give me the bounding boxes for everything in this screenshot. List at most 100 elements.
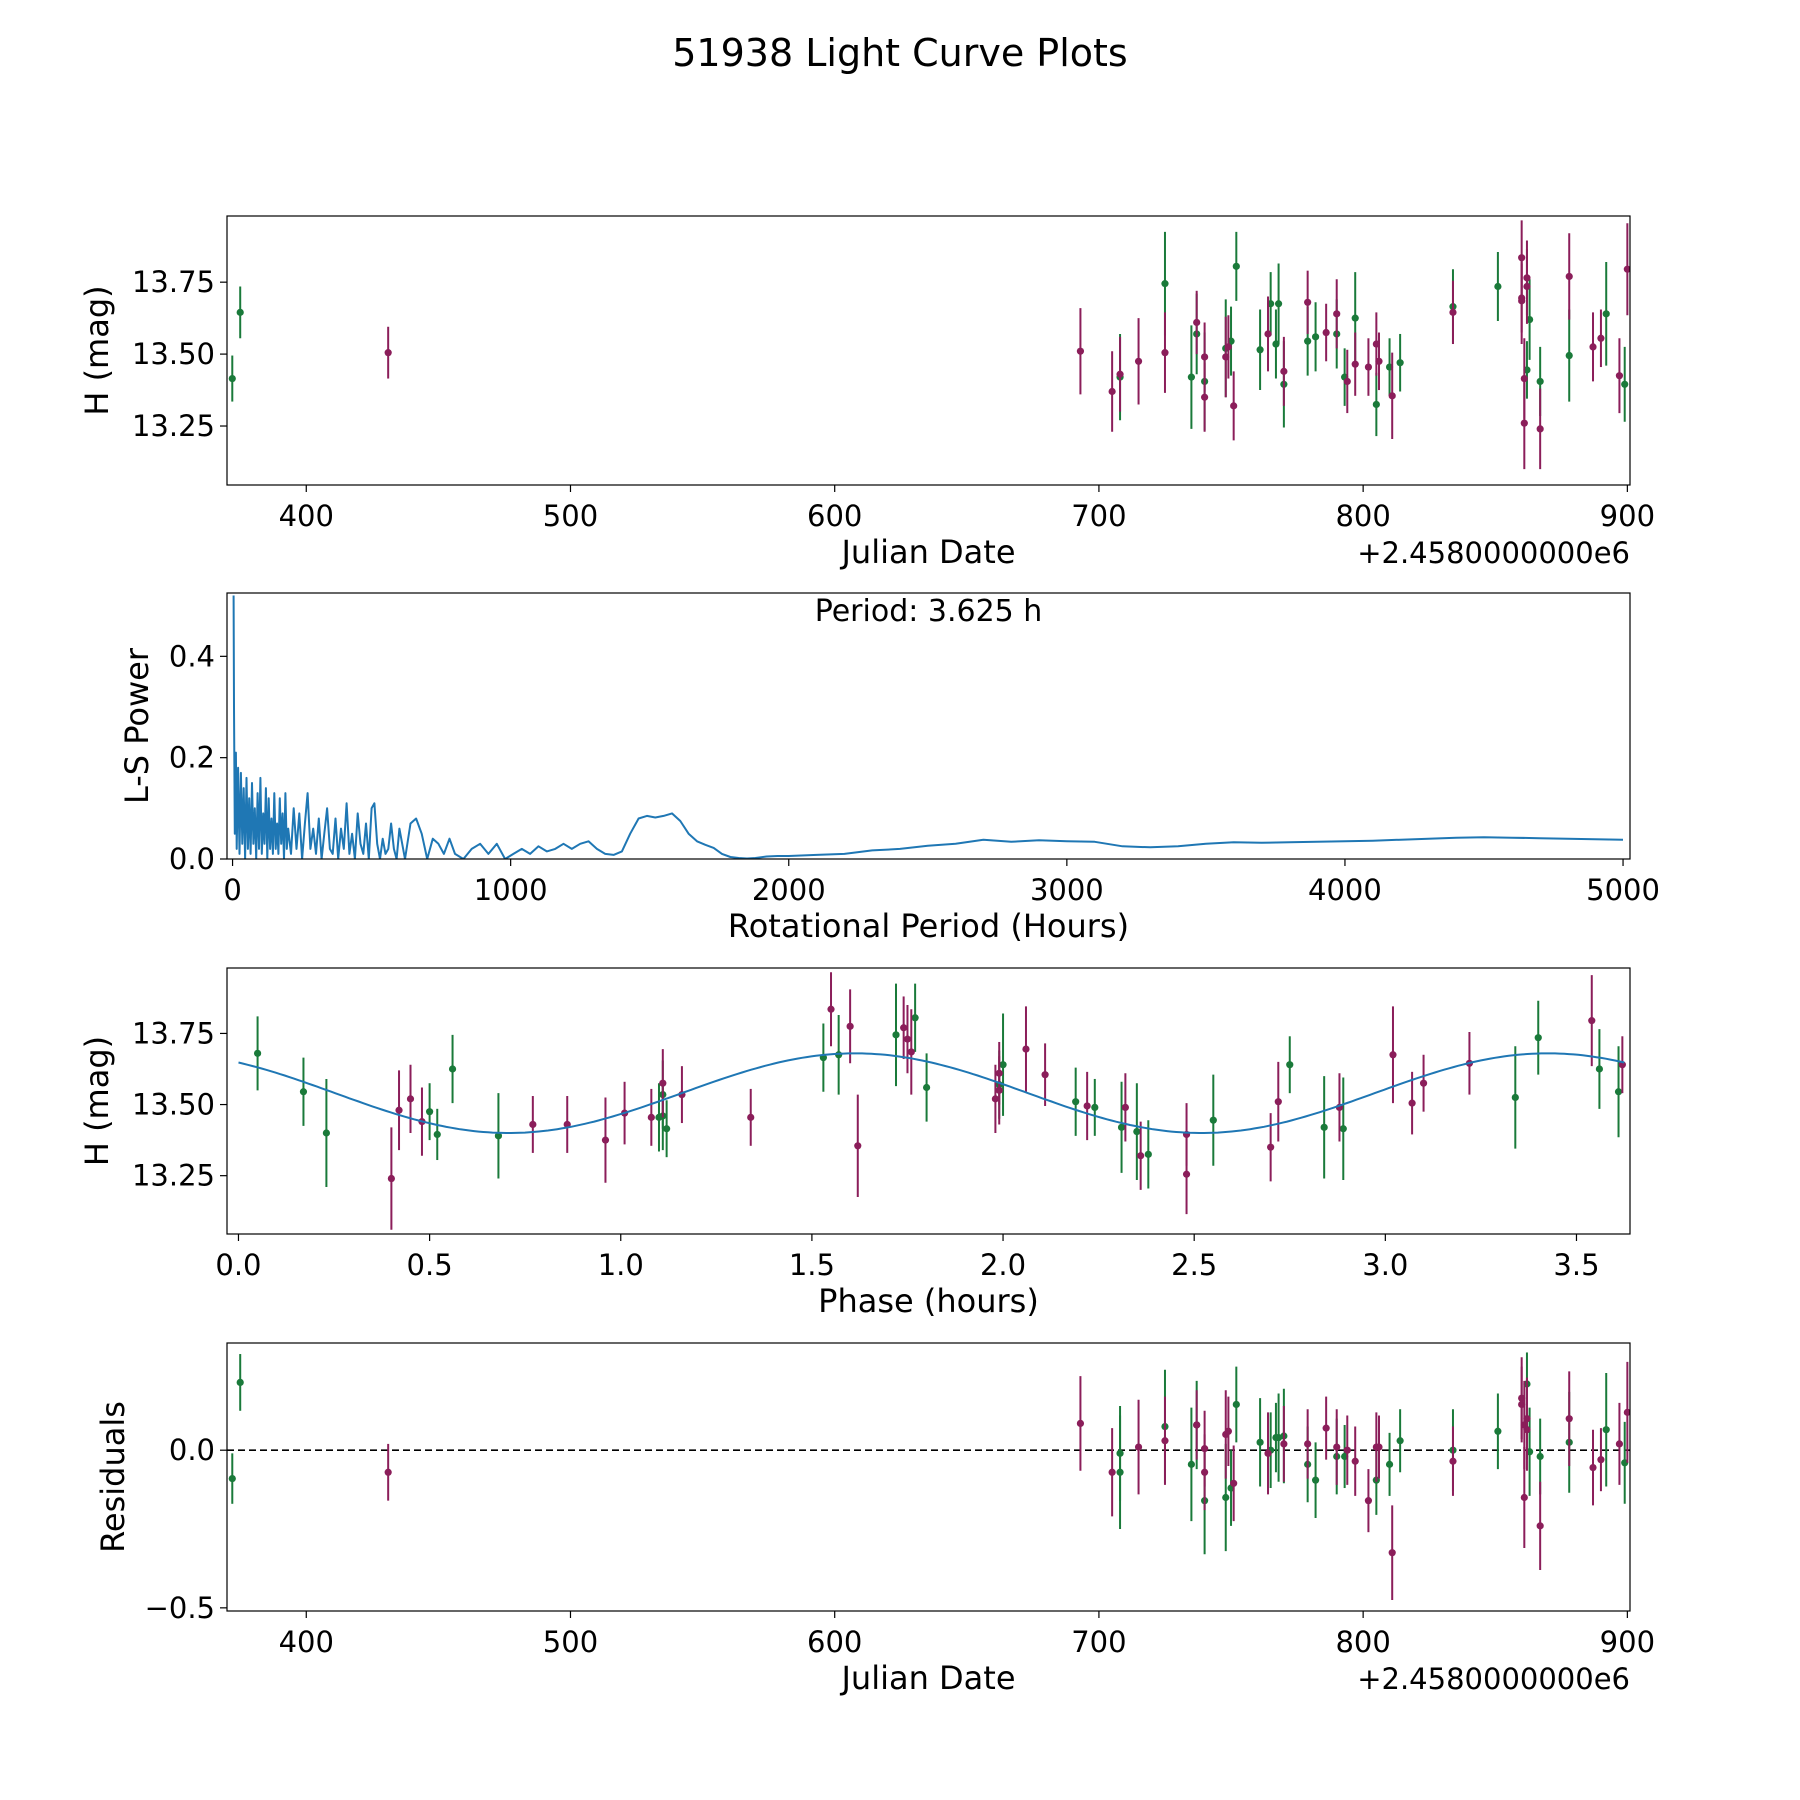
x-tick-label: 3.0 [1362,1248,1408,1282]
data-point-green [1304,337,1312,345]
data-point-green [494,1132,503,1140]
data-point-green [228,374,236,383]
data-point-green [1256,1438,1264,1446]
data-point-maroon [384,349,392,357]
data-point-maroon [1121,1103,1129,1112]
data-point-green [1232,1400,1240,1409]
data-point-maroon [1304,1440,1312,1448]
data-point-green [1274,300,1283,308]
data-point-maroon [1083,1102,1091,1110]
data-point-maroon [1364,363,1373,371]
plot-frame [226,1342,1631,1612]
data-point-green [1117,1123,1126,1131]
data-point-maroon [1161,349,1169,357]
data-point-green [1311,333,1320,341]
data-point-green [1161,280,1169,288]
data-point-maroon [395,1106,403,1114]
data-point-green [228,1474,236,1483]
data-point-maroon [1193,318,1201,327]
plot-frame [226,592,1631,860]
data-point-maroon [1280,1440,1288,1448]
data-point-green [1222,1493,1230,1502]
y-tick-label: 13.75 [132,265,215,299]
data-point-maroon [1615,1440,1624,1448]
data-point-maroon [1116,370,1124,378]
x-tick-label: 500 [543,499,598,533]
data-point-green [322,1129,330,1137]
x-tick-label: 2000 [752,873,826,907]
data-point-maroon [1182,1170,1191,1178]
y-tick-label: 13.75 [132,1016,215,1050]
x-axis-label: Julian Date [839,533,1015,571]
data-point-maroon [1375,357,1383,365]
data-point-green [1187,1460,1195,1468]
data-point-maroon [406,1095,415,1103]
x-tick-label: 800 [1335,499,1390,533]
x-tick-label: 1.0 [598,1248,644,1282]
x-tick-label: 1.5 [789,1248,835,1282]
data-point-maroon [747,1113,755,1121]
data-point-maroon [647,1113,655,1121]
panel-lightcurve: 400 500 600 700 800 900 13.25 13.50 13.75 Julian … [78,215,1655,571]
data-point-maroon [1520,419,1528,427]
data-point-green [299,1088,308,1096]
data-point-maroon [1230,1479,1238,1487]
data-point-maroon [1224,343,1232,351]
data-point-maroon [1343,1446,1351,1454]
data-point-maroon [1193,1421,1201,1429]
data-point-green [1494,1427,1502,1435]
data-point-maroon [1351,360,1359,368]
data-point-maroon [1264,1449,1272,1457]
x-tick-label: 600 [807,1625,862,1659]
data-point-maroon [1224,1427,1232,1435]
data-point-maroon [1520,374,1528,383]
data-point-maroon [846,1022,854,1030]
x-tick-label: 500 [543,1625,598,1659]
data-point-maroon [1134,357,1143,365]
data-point-maroon [1304,298,1312,306]
periodogram-line [232,595,1624,859]
y-tick-label: 13.50 [132,337,215,371]
data-point-maroon [1274,1098,1282,1106]
data-point-maroon [1022,1045,1030,1053]
data-point-green [1232,262,1240,270]
x-tick-label: 700 [1071,499,1126,533]
data-point-green [999,1061,1007,1069]
data-point-maroon [1389,1051,1397,1059]
data-point-green [1396,359,1404,367]
data-point-maroon [1520,1493,1528,1502]
plot-frame [226,215,1631,486]
data-point-maroon [1364,1497,1373,1505]
data-point-maroon [1388,392,1396,400]
data-point-maroon [1419,1079,1428,1087]
data-point-green [433,1130,441,1139]
data-point-green [663,1125,671,1133]
panel-periodogram: Period: 3.625 h 0 1000 2000 3000 4000 5000 0.0 0… [118,592,1660,945]
data-point-green [1385,1460,1394,1468]
panel-phased: 0.0 0.5 1.0 1.5 2.0 2.5 3.0 3.5 13.25 13.50 13.75 P… [78,967,1631,1320]
data-point-maroon [659,1079,667,1087]
data-point-green [1396,1437,1404,1445]
data-point-green [426,1108,434,1116]
y-tick-label: −0.5 [145,1591,215,1625]
y-tick-label: 0.0 [169,842,215,876]
data-layer [238,972,1626,1230]
data-point-green [236,308,244,316]
data-point-maroon [1264,330,1272,338]
data-point-green [1144,1150,1152,1158]
data-point-maroon [991,1095,1000,1103]
data-point-maroon [1108,1468,1116,1476]
y-tick-label: 13.50 [132,1088,215,1122]
x-tick-label: 2.5 [1171,1248,1217,1282]
x-tick-label: 600 [807,499,862,533]
x-axis-label: Phase (hours) [818,1282,1039,1320]
data-point-maroon [1108,387,1116,396]
x-tick-label: 400 [279,499,334,533]
data-point-maroon [1333,310,1341,318]
y-axis-label: H (mag) [78,1036,116,1166]
x-offset-label: +2.4580000000e6 [1357,536,1630,570]
data-point-maroon [1351,1457,1359,1465]
data-point-maroon [827,1005,835,1013]
x-tick-label: 5000 [1586,873,1660,907]
data-point-green [236,1378,244,1387]
